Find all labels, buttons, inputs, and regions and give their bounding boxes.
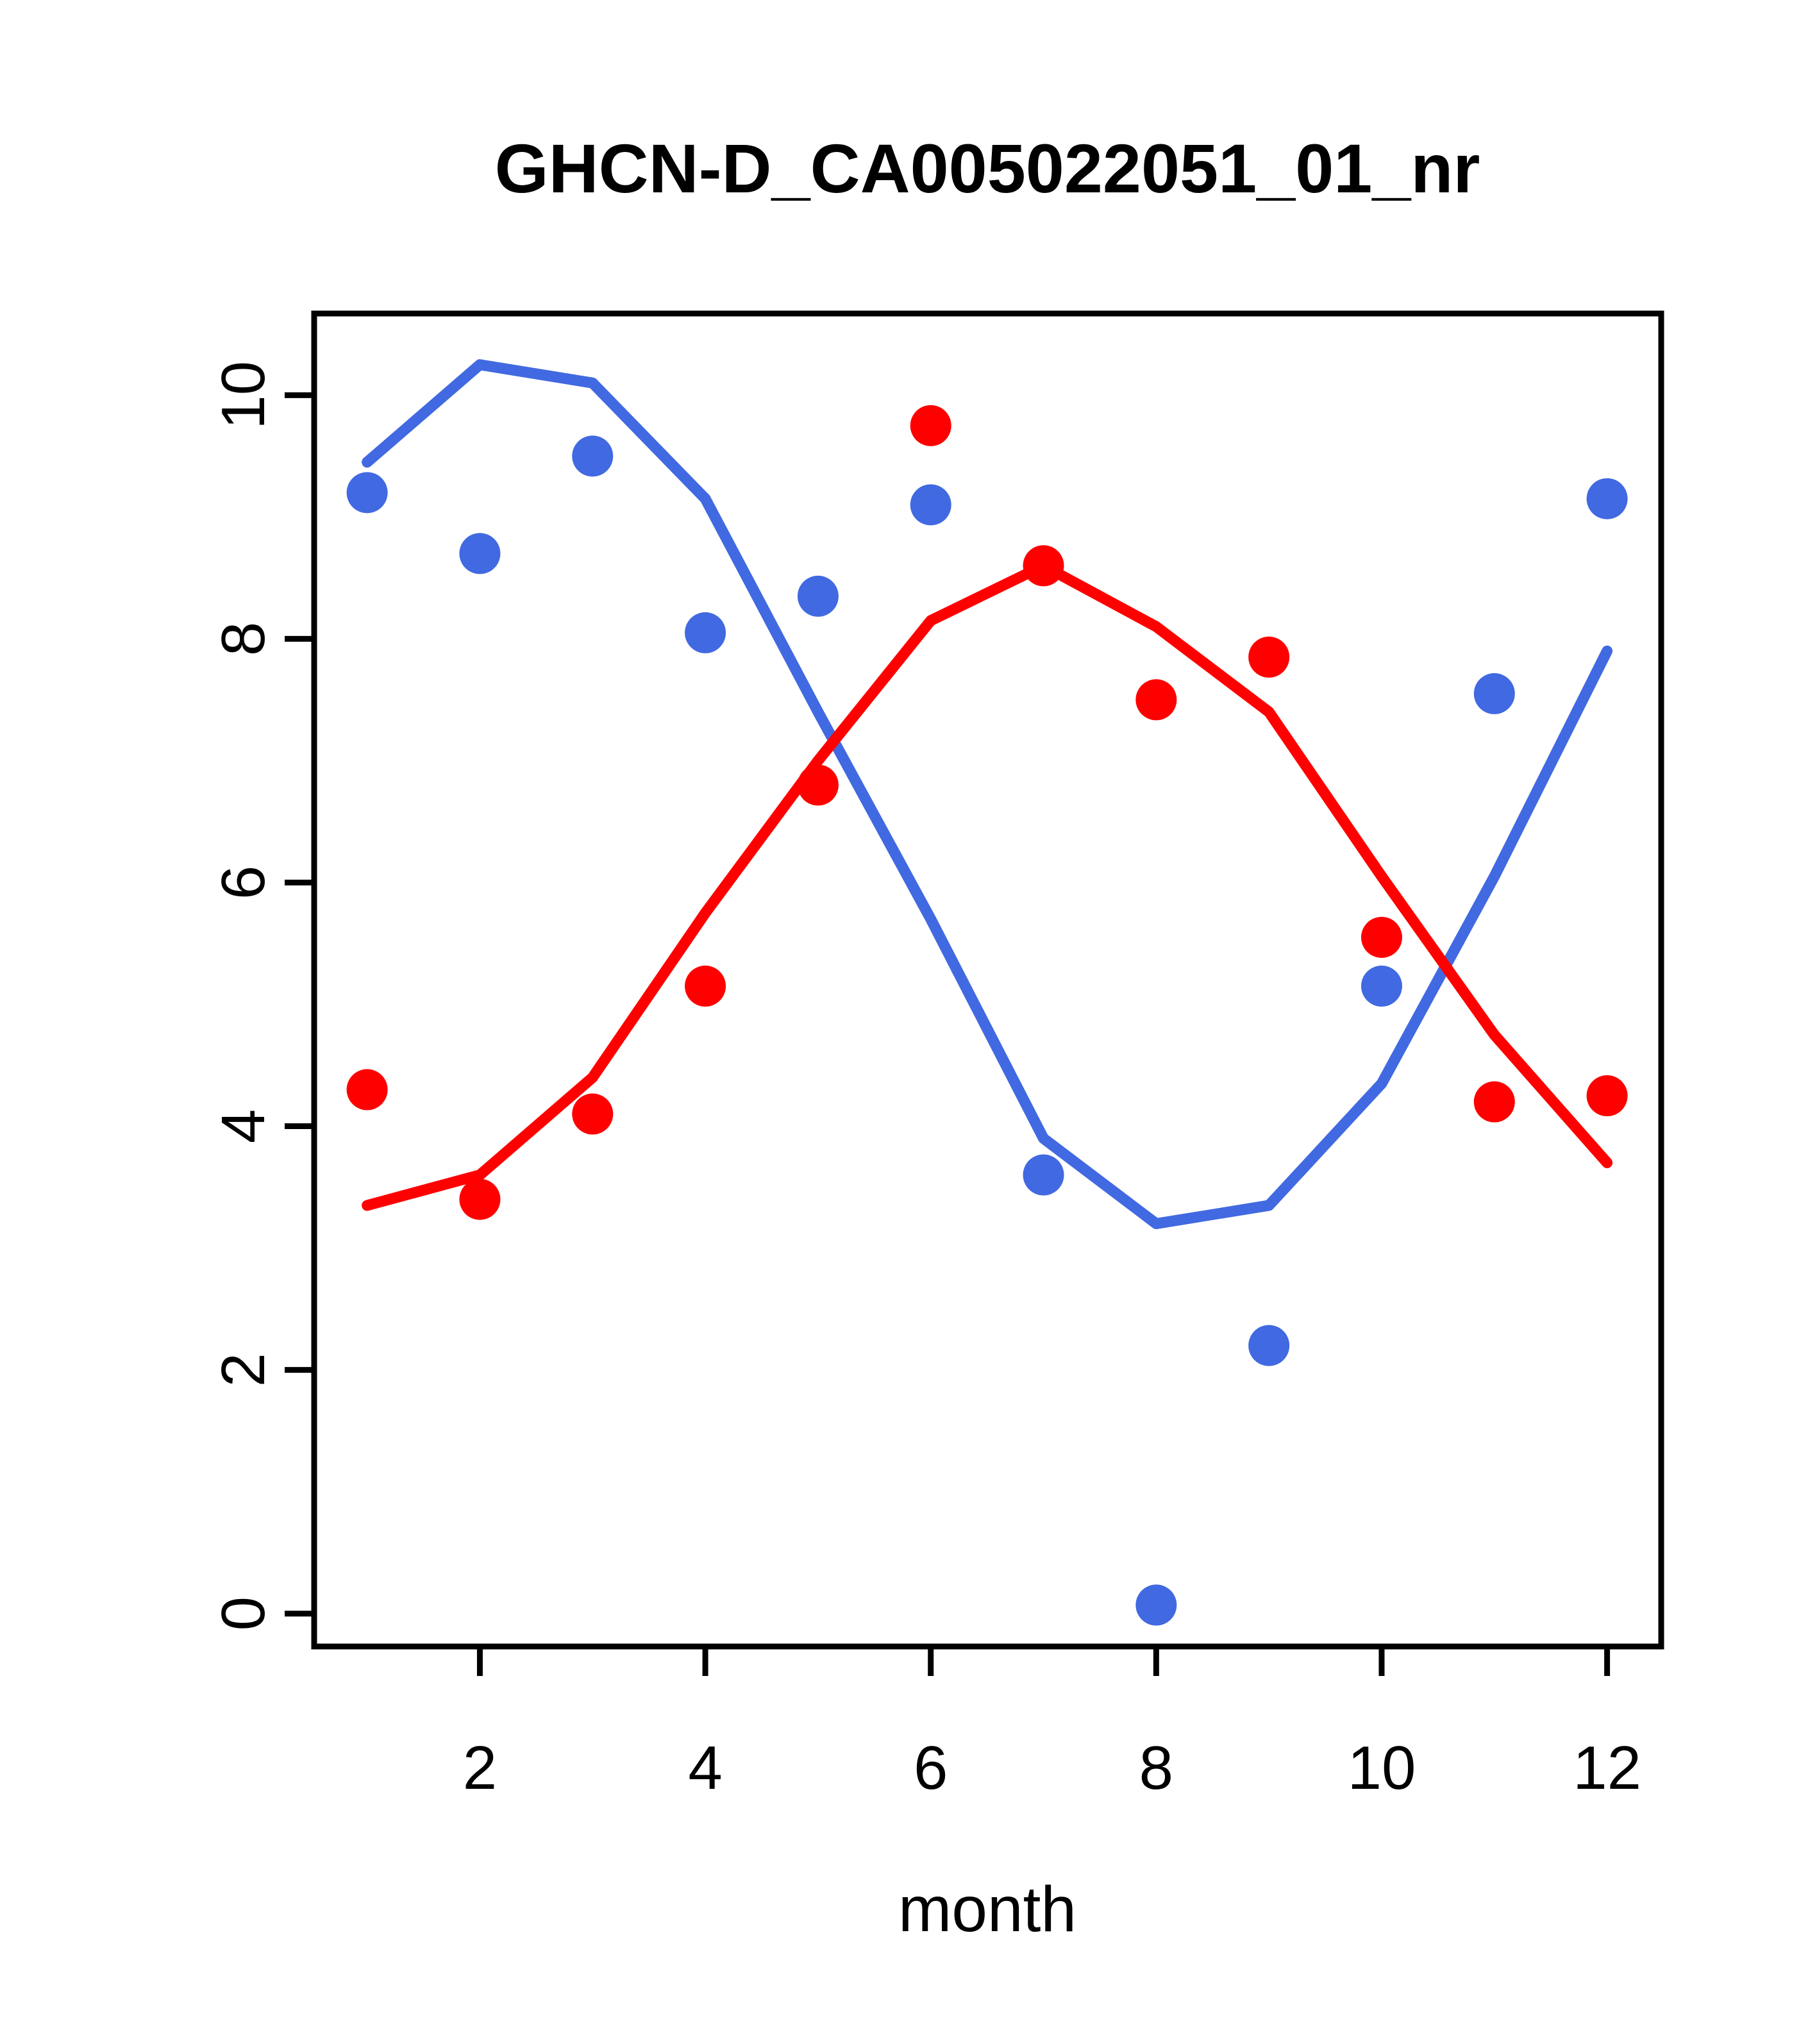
red-point-m7 (1023, 545, 1064, 587)
x-tick-label: 6 (914, 1734, 948, 1802)
blue-point-m10 (1361, 966, 1402, 1007)
y-tick-label: 2 (209, 1353, 278, 1387)
red-point-m10 (1361, 916, 1402, 958)
y-tick-label: 6 (209, 866, 278, 900)
y-tick-label: 0 (209, 1596, 278, 1630)
red-point-m12 (1586, 1075, 1628, 1117)
blue-point-m3 (572, 435, 614, 477)
blue-point-m12 (1586, 478, 1628, 519)
x-tick-label: 12 (1573, 1734, 1641, 1802)
red-point-m8 (1135, 679, 1177, 721)
blue-point-m8 (1135, 1584, 1177, 1626)
x-tick-label: 4 (688, 1734, 722, 1802)
y-tick-label: 10 (209, 361, 278, 430)
blue-point-m4 (685, 612, 726, 653)
red-point-m3 (572, 1093, 614, 1135)
red-point-m6 (910, 405, 951, 446)
y-tick-label: 8 (209, 622, 278, 656)
blue-point-m2 (459, 533, 501, 574)
x-axis-label: month (898, 1873, 1076, 1945)
red-point-m4 (685, 966, 726, 1007)
x-tick-label: 2 (463, 1734, 497, 1802)
plot-area: 2 4 6 8 10 12 0 2 4 6 8 10 (209, 310, 1664, 1802)
blue-point-m11 (1473, 673, 1515, 714)
blue-point-m7 (1023, 1154, 1064, 1196)
blue-point-m1 (346, 472, 388, 514)
y-tick-label: 4 (209, 1109, 278, 1143)
red-point-m11 (1473, 1081, 1515, 1123)
chart-title: GHCN-D_CA005022051_01_nr (495, 130, 1480, 207)
red-point-m5 (797, 764, 839, 806)
red-point-m1 (346, 1069, 388, 1110)
x-tick-label: 8 (1139, 1734, 1173, 1802)
plot-frame (311, 310, 1664, 1650)
blue-point-m5 (797, 575, 839, 617)
x-tick-label: 10 (1348, 1734, 1416, 1802)
red-lowess-line (362, 560, 1613, 1211)
blue-point-m6 (910, 484, 951, 526)
red-point-m9 (1248, 636, 1290, 678)
blue-lowess-line (362, 359, 1613, 1230)
blue-point-m9 (1248, 1325, 1290, 1366)
red-point-m2 (459, 1178, 501, 1220)
